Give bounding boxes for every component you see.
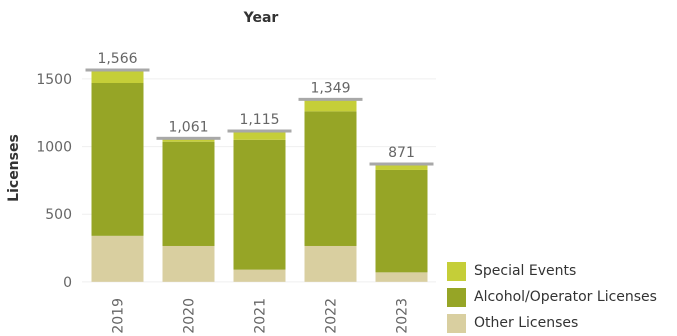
bar-segment-special-events-2020[interactable] <box>162 138 215 142</box>
y-tick-label: 1000 <box>36 140 72 156</box>
total-marker-2020 <box>156 136 221 140</box>
bar-segment-alcohol-operator-licenses-2019[interactable] <box>91 82 144 236</box>
x-tick-label-2021: 2021 <box>253 298 269 334</box>
legend-item-other-licenses[interactable]: Other Licenses <box>447 310 675 336</box>
bar-segment-special-events-2019[interactable] <box>91 70 144 83</box>
x-tick-label-2019: 2019 <box>111 298 127 334</box>
y-axis-label: Licenses <box>6 134 22 202</box>
bar-segment-special-events-2021[interactable] <box>233 131 286 140</box>
x-tick-label-2020: 2020 <box>182 298 198 334</box>
total-marker-2023 <box>369 162 434 166</box>
legend-label-other-licenses: Other Licenses <box>474 315 579 331</box>
bar-segment-alcohol-operator-licenses-2022[interactable] <box>304 111 357 246</box>
x-tick-label-2023: 2023 <box>395 298 411 334</box>
bar-segment-alcohol-operator-licenses-2020[interactable] <box>162 141 215 246</box>
y-tick-label: 500 <box>45 207 72 223</box>
legend: Special Events Alcohol/Operator Licenses… <box>447 258 675 336</box>
bar-segment-other-licenses-2020[interactable] <box>162 245 215 282</box>
total-marker-2019 <box>85 68 150 72</box>
total-label-2019: 1,566 <box>97 51 137 67</box>
legend-label-special-events: Special Events <box>474 263 577 279</box>
bar-segment-other-licenses-2019[interactable] <box>91 235 144 282</box>
legend-item-alcohol-operator[interactable]: Alcohol/Operator Licenses <box>447 284 675 310</box>
legend-swatch-alcohol-operator <box>447 287 466 307</box>
x-tick-label-2022: 2022 <box>324 298 340 334</box>
total-marker-2022 <box>298 97 363 101</box>
bar-segment-other-licenses-2021[interactable] <box>233 269 286 282</box>
total-marker-2021 <box>227 129 292 133</box>
legend-item-special-events[interactable]: Special Events <box>447 258 675 284</box>
total-label-2022: 1,349 <box>310 80 350 96</box>
bars: 1,566 1,061 1,115 1,349 871 <box>85 51 434 282</box>
total-label-2020: 1,061 <box>168 119 208 135</box>
bar-segment-alcohol-operator-licenses-2021[interactable] <box>233 139 286 270</box>
y-tick-label: 1500 <box>36 72 72 88</box>
x-axis: 2019 2020 2021 2022 2023 <box>111 298 411 334</box>
bar-segment-special-events-2023[interactable] <box>375 164 428 170</box>
legend-swatch-special-events <box>447 261 466 281</box>
legend-swatch-other-licenses <box>447 313 466 333</box>
bar-segment-alcohol-operator-licenses-2023[interactable] <box>375 169 428 273</box>
y-tick-label: 0 <box>63 275 72 291</box>
bar-segment-special-events-2022[interactable] <box>304 99 357 112</box>
bar-segment-other-licenses-2023[interactable] <box>375 272 428 282</box>
chart-title: Year <box>243 10 279 26</box>
legend-label-alcohol-operator: Alcohol/Operator Licenses <box>474 289 657 305</box>
y-axis: 0 500 1000 1500 <box>36 72 72 291</box>
total-label-2023: 871 <box>388 145 415 161</box>
bar-segment-other-licenses-2022[interactable] <box>304 245 357 282</box>
total-label-2021: 1,115 <box>239 112 279 128</box>
